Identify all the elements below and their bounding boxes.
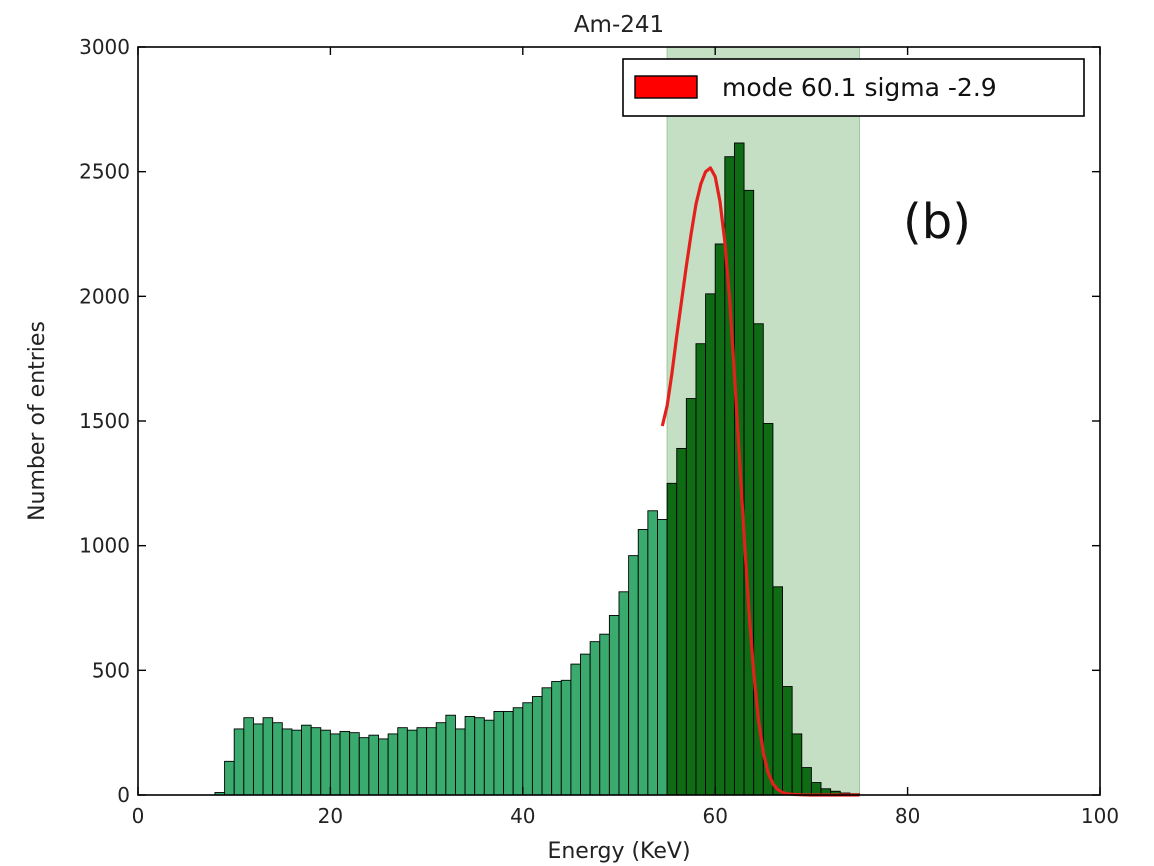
x-tick-label: 40	[510, 804, 535, 828]
x-tick-label: 0	[132, 804, 145, 828]
x-axis-title: Energy (KeV)	[547, 839, 690, 864]
histogram-bar	[648, 511, 658, 795]
y-tick-label: 500	[92, 658, 130, 682]
histogram-bar	[282, 729, 292, 795]
histogram-bar	[744, 190, 754, 795]
histogram-bar	[465, 716, 475, 795]
histogram-bar	[302, 725, 312, 795]
histogram-bar	[292, 730, 302, 795]
panel-label: (b)	[903, 194, 971, 250]
y-axis-title: Number of entries	[25, 321, 50, 521]
histogram-bar	[581, 654, 591, 795]
histogram-bar	[407, 730, 417, 795]
histogram-bar	[783, 687, 793, 795]
histogram-bar	[263, 718, 273, 795]
legend-swatch	[635, 76, 697, 98]
histogram-bar	[379, 739, 389, 795]
histogram-bar	[657, 519, 667, 795]
histogram-bar	[513, 708, 523, 795]
histogram-bar	[696, 344, 706, 795]
x-tick-label: 100	[1081, 804, 1119, 828]
legend-label: mode 60.1 sigma -2.9	[722, 73, 997, 102]
histogram-bar	[398, 728, 408, 795]
histogram-bar	[609, 615, 619, 795]
histogram-bar	[629, 556, 639, 795]
histogram-bar	[561, 680, 571, 795]
y-tick-label: 3000	[79, 35, 130, 59]
histogram-bar	[436, 723, 446, 795]
histogram-bar	[571, 664, 581, 795]
histogram-bar	[706, 294, 716, 795]
histogram-bar	[234, 729, 244, 795]
histogram-bar	[619, 592, 629, 795]
x-tick-label: 80	[895, 804, 920, 828]
histogram-bar	[638, 529, 648, 795]
histogram-bar	[273, 723, 283, 795]
y-tick-label: 2500	[79, 160, 130, 184]
histogram-bar	[427, 728, 437, 795]
histogram-bar	[667, 483, 677, 795]
histogram-bar	[311, 728, 321, 795]
histogram-bar	[600, 634, 610, 795]
x-tick-label: 60	[702, 804, 727, 828]
histogram-bar	[369, 735, 379, 795]
y-tick-label: 1500	[79, 409, 130, 433]
histogram-bar	[253, 724, 263, 795]
histogram-bar	[763, 423, 773, 795]
histogram-bar	[686, 399, 696, 795]
histogram-bar	[321, 730, 331, 795]
histogram-bar	[715, 244, 725, 795]
histogram-bar	[552, 682, 562, 795]
histogram-bar	[475, 718, 485, 795]
histogram-bar	[773, 587, 783, 795]
histogram-bar	[330, 734, 340, 795]
histogram-bar	[504, 711, 514, 795]
y-tick-label: 1000	[79, 534, 130, 558]
histogram-bar	[811, 783, 821, 795]
histogram-bar	[388, 734, 398, 795]
histogram-bar	[523, 703, 533, 795]
histogram-bar	[350, 733, 360, 795]
histogram-bar	[802, 768, 812, 795]
histogram-bar	[359, 738, 369, 795]
y-tick-label: 0	[117, 783, 130, 807]
y-tick-label: 2000	[79, 284, 130, 308]
histogram-bar	[484, 720, 494, 795]
histogram-bar	[532, 697, 542, 795]
histogram-bar	[455, 729, 465, 795]
histogram-bar	[494, 711, 504, 795]
histogram-bar	[792, 734, 802, 795]
histogram-bar	[677, 448, 687, 795]
histogram-bar	[244, 718, 254, 795]
histogram-bar	[446, 715, 456, 795]
chart-title: Am-241	[574, 12, 664, 38]
histogram-bar	[417, 728, 427, 795]
histogram-bar	[225, 761, 235, 795]
histogram-bar	[340, 731, 350, 795]
histogram-bar	[542, 688, 552, 795]
histogram-bar	[590, 642, 600, 795]
legend: mode 60.1 sigma -2.9	[623, 59, 1084, 116]
x-tick-label: 20	[318, 804, 343, 828]
